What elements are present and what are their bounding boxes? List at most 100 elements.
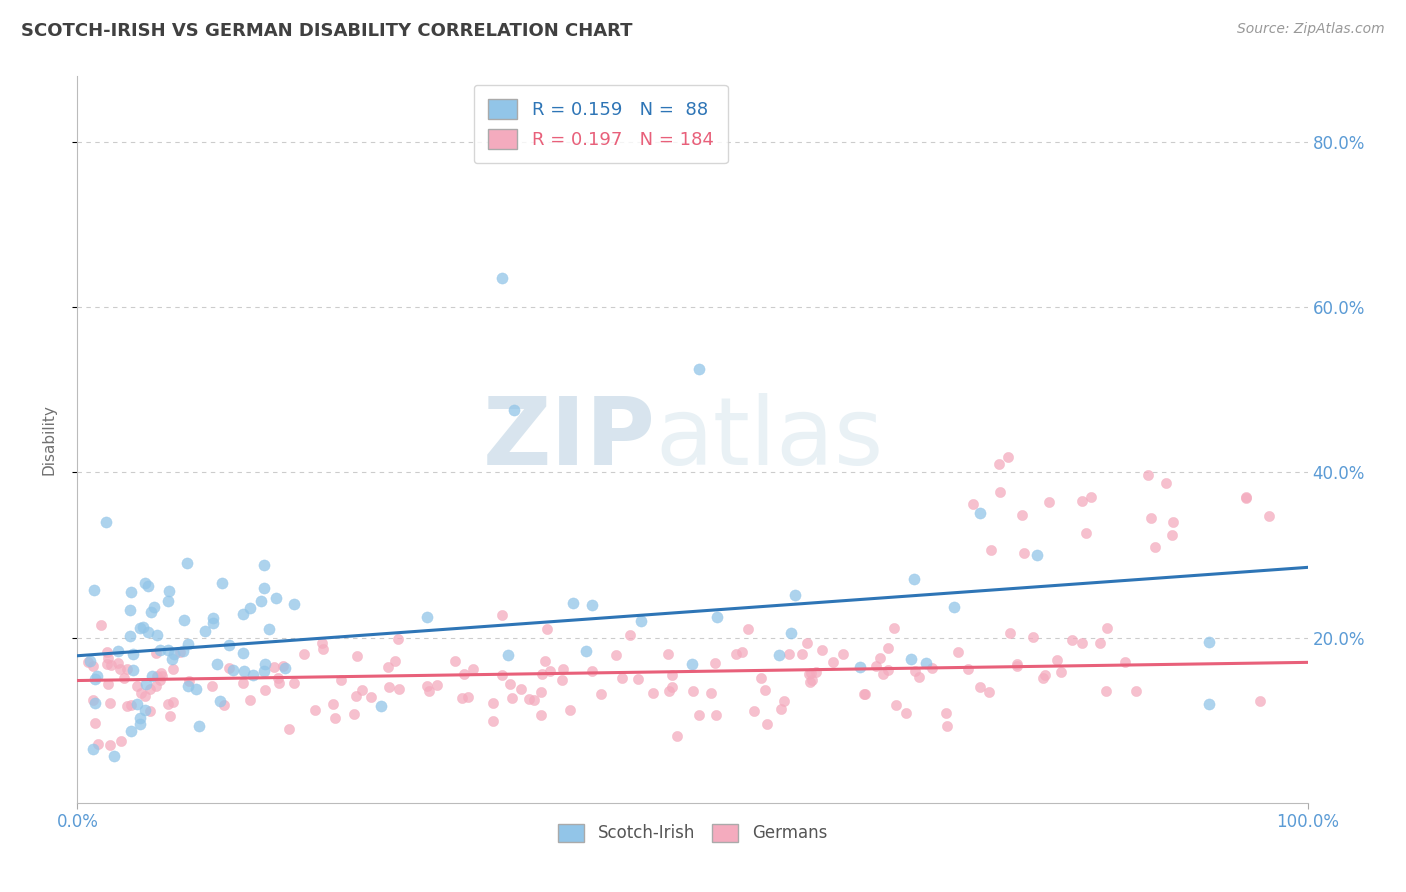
Point	[202, 615, 225, 630]
Point	[904, 664, 927, 678]
Point	[159, 584, 181, 599]
Point	[1005, 658, 1028, 673]
Point	[264, 591, 287, 606]
Point	[661, 668, 683, 682]
Point	[921, 661, 943, 675]
Point	[79, 654, 101, 668]
Point	[1062, 633, 1084, 648]
Point	[218, 638, 240, 652]
Point	[269, 676, 291, 690]
Point	[907, 670, 929, 684]
Point	[370, 698, 392, 713]
Point	[619, 628, 641, 642]
Point	[136, 625, 159, 640]
Point	[214, 698, 236, 713]
Point	[377, 660, 399, 674]
Point	[87, 738, 110, 752]
Point	[853, 687, 876, 701]
Point	[159, 708, 181, 723]
Point	[936, 719, 959, 733]
Point	[179, 674, 201, 689]
Point	[1022, 631, 1045, 645]
Point	[1114, 655, 1136, 669]
Point	[157, 643, 180, 657]
Point	[138, 681, 160, 696]
Point	[900, 652, 922, 666]
Point	[120, 698, 142, 713]
Point	[259, 623, 281, 637]
Point	[997, 450, 1019, 464]
Point	[935, 706, 957, 720]
Point	[149, 673, 172, 687]
Point	[96, 657, 118, 672]
Point	[581, 664, 603, 678]
Point	[682, 684, 704, 698]
Point	[311, 641, 333, 656]
Point	[107, 644, 129, 658]
Point	[534, 654, 557, 668]
Point	[658, 683, 681, 698]
Point	[149, 643, 172, 657]
Point	[416, 679, 439, 693]
Point	[222, 663, 245, 677]
Point	[884, 698, 907, 713]
Legend: Scotch-Irish, Germans: Scotch-Irish, Germans	[551, 817, 834, 849]
Point	[129, 711, 152, 725]
Point	[134, 689, 156, 703]
Point	[232, 675, 254, 690]
Point	[162, 695, 184, 709]
Point	[865, 658, 887, 673]
Point	[346, 649, 368, 664]
Point	[948, 645, 970, 659]
Point	[426, 678, 449, 692]
Point	[778, 647, 800, 661]
Point	[176, 679, 198, 693]
Point	[329, 673, 352, 687]
Point	[82, 658, 104, 673]
Point	[134, 704, 156, 718]
Point	[510, 682, 533, 697]
Point	[1090, 636, 1112, 650]
Point	[536, 622, 558, 636]
Point	[988, 457, 1011, 471]
Point	[131, 686, 153, 700]
Point	[988, 485, 1011, 500]
Point	[1026, 548, 1049, 562]
Point	[211, 576, 233, 591]
Point	[1249, 693, 1271, 707]
Point	[1137, 467, 1160, 482]
Point	[146, 669, 169, 683]
Point	[82, 692, 104, 706]
Point	[665, 729, 688, 743]
Point	[252, 665, 274, 679]
Point	[1095, 683, 1118, 698]
Point	[83, 582, 105, 597]
Point	[194, 624, 217, 639]
Point	[125, 698, 148, 712]
Point	[503, 403, 526, 417]
Point	[139, 705, 162, 719]
Point	[120, 585, 142, 599]
Text: Source: ZipAtlas.com: Source: ZipAtlas.com	[1237, 22, 1385, 37]
Point	[322, 697, 344, 711]
Point	[451, 690, 474, 705]
Point	[1033, 668, 1056, 682]
Point	[384, 654, 406, 668]
Point	[1095, 621, 1118, 635]
Point	[304, 703, 326, 717]
Point	[163, 648, 186, 662]
Point	[942, 600, 965, 615]
Point	[100, 658, 122, 673]
Point	[1140, 510, 1163, 524]
Point	[232, 607, 254, 621]
Point	[1071, 494, 1094, 508]
Point	[883, 621, 905, 635]
Point	[157, 594, 180, 608]
Point	[796, 636, 818, 650]
Point	[128, 717, 150, 731]
Point	[277, 722, 299, 736]
Point	[877, 640, 900, 655]
Point	[610, 671, 633, 685]
Point	[96, 651, 118, 665]
Point	[1071, 636, 1094, 650]
